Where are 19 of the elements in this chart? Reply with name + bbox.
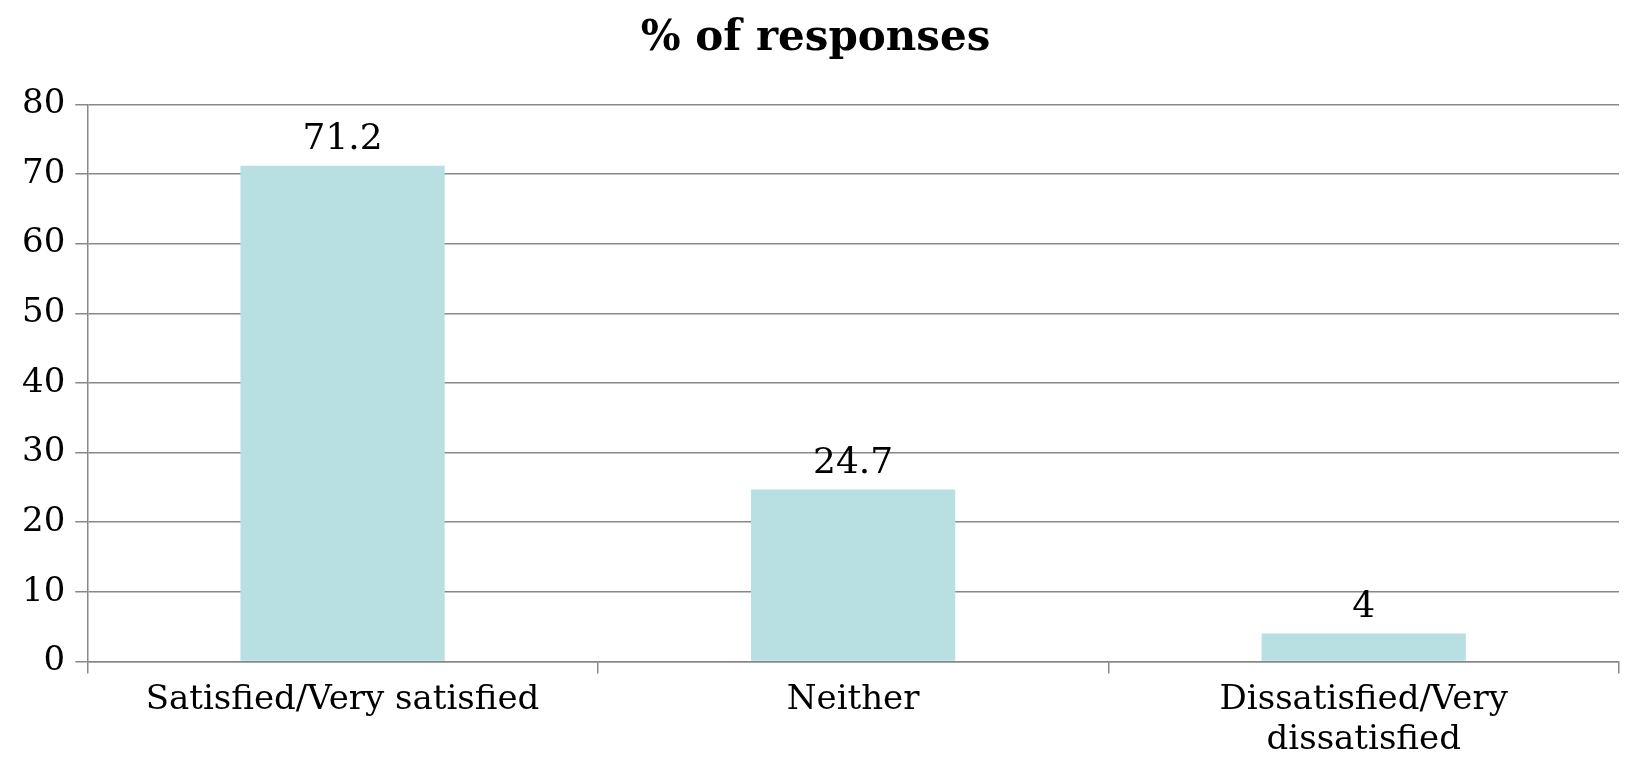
y-tick-label: 80 <box>22 81 66 122</box>
y-tick-label: 40 <box>22 359 66 400</box>
x-tick-label: Satisfied/Very satisfied <box>145 676 540 717</box>
y-tick-label: 20 <box>22 498 66 539</box>
y-tick-label: 70 <box>22 150 66 191</box>
y-tick-label: 60 <box>22 220 66 261</box>
data-label: 4 <box>1352 583 1376 625</box>
y-tick-label: 50 <box>22 290 66 331</box>
data-label: 24.7 <box>813 439 894 481</box>
y-tick-label: 0 <box>43 638 66 679</box>
x-tick-label: Neither <box>786 676 921 717</box>
chart-title: % of responses <box>640 11 991 61</box>
bar <box>240 165 445 661</box>
x-tick-label: Dissatisfied/Very dissatisfied <box>1219 676 1509 758</box>
data-label: 71.2 <box>302 116 383 158</box>
bar <box>751 489 956 661</box>
y-tick-label: 30 <box>22 429 66 470</box>
y-tick-label: 10 <box>22 568 66 609</box>
bar <box>1261 633 1466 661</box>
